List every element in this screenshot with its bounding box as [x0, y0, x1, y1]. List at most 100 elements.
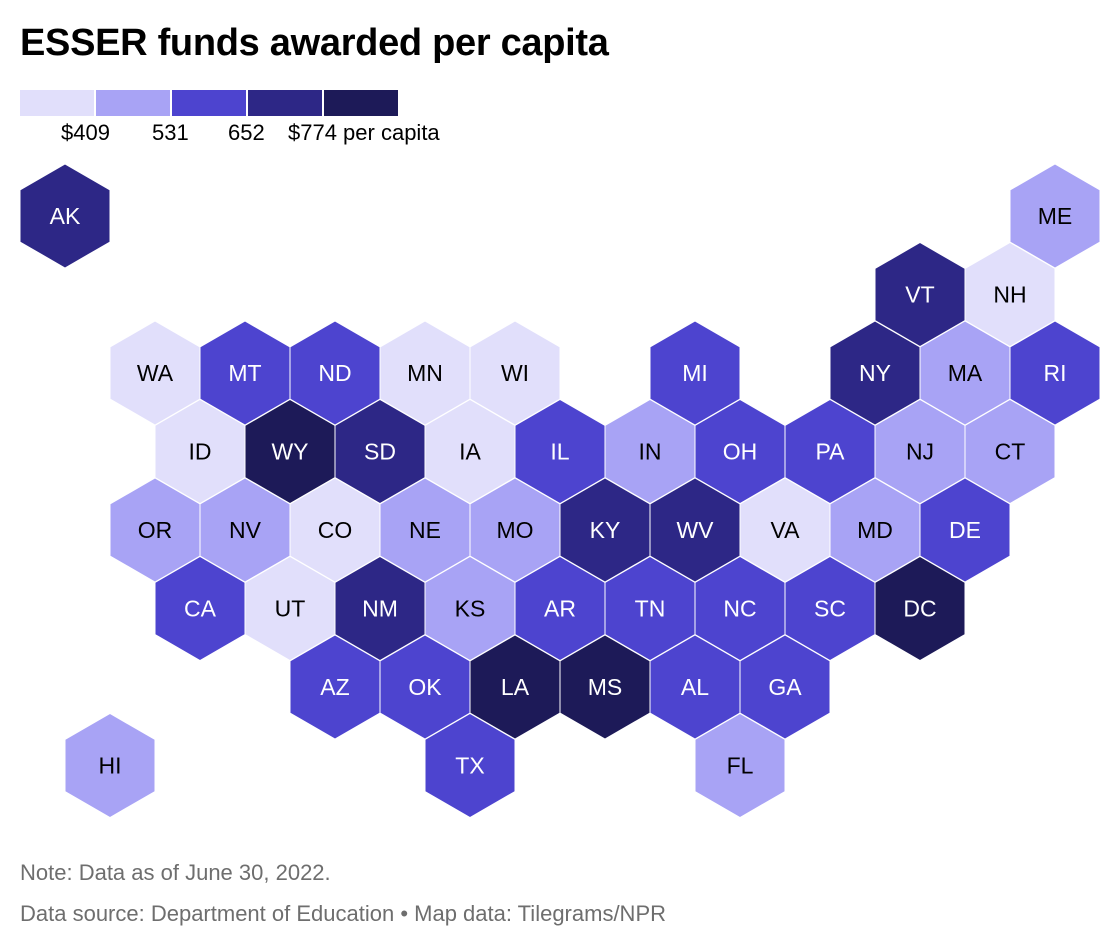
data-source: Data source: Department of Education • M…	[20, 901, 667, 926]
state-label: WA	[137, 360, 174, 386]
state-hex-vt[interactable]: VT	[874, 241, 966, 348]
chart-title: ESSER funds awarded per capita	[20, 22, 609, 64]
state-hex-nj[interactable]: NJ	[874, 398, 966, 505]
state-label: NE	[409, 517, 441, 543]
legend-swatch-3	[172, 90, 246, 116]
state-hex-dc[interactable]: DC	[874, 555, 966, 662]
state-label: UT	[275, 596, 306, 622]
state-hex-sc[interactable]: SC	[784, 555, 876, 662]
state-hex-shape[interactable]	[424, 712, 516, 819]
state-label: MS	[588, 674, 623, 700]
state-label: WY	[271, 439, 308, 465]
state-label: MA	[948, 360, 983, 386]
state-hex-fl[interactable]: FL	[694, 712, 786, 819]
state-hex-ok[interactable]: OK	[379, 634, 471, 740]
state-hex-shape[interactable]	[19, 163, 111, 269]
state-hex-ky[interactable]: KY	[559, 477, 651, 583]
state-label: MD	[857, 517, 893, 543]
state-label: IN	[639, 439, 662, 465]
state-hex-la[interactable]: LA	[469, 634, 561, 740]
legend-swatch-2	[96, 90, 170, 116]
legend-tick-2: 531	[152, 120, 189, 145]
state-label: NM	[362, 596, 398, 622]
state-hex-wy[interactable]: WY	[244, 398, 336, 505]
state-label: DE	[949, 517, 981, 543]
state-label: TX	[455, 753, 484, 779]
state-hex-nh[interactable]: NH	[964, 241, 1056, 348]
state-label: HI	[99, 753, 122, 779]
state-label: GA	[768, 674, 802, 700]
state-label: OK	[408, 674, 442, 700]
state-label: WI	[501, 360, 529, 386]
state-label: PA	[816, 439, 846, 465]
state-hex-shape[interactable]	[64, 712, 156, 819]
state-label: NV	[229, 517, 262, 543]
state-hex-ny[interactable]: NY	[829, 320, 921, 426]
state-label: SC	[814, 596, 846, 622]
state-label: AR	[544, 596, 576, 622]
state-label: ID	[189, 439, 212, 465]
state-hex-ks[interactable]: KS	[424, 555, 516, 662]
state-label: WV	[676, 517, 714, 543]
state-hex-ne[interactable]: NE	[379, 477, 471, 583]
state-hex-ar[interactable]: AR	[514, 555, 606, 662]
state-label: AL	[681, 674, 709, 700]
state-hex-de[interactable]: DE	[919, 477, 1011, 583]
state-hex-ri[interactable]: RI	[1009, 320, 1101, 426]
state-hex-shape[interactable]	[874, 555, 966, 662]
state-label: OH	[723, 439, 758, 465]
state-hex-ca[interactable]: CA	[154, 555, 246, 662]
state-hex-tx[interactable]: TX	[424, 712, 516, 819]
legend-swatch-1	[20, 90, 94, 116]
state-hex-md[interactable]: MD	[829, 477, 921, 583]
state-hex-ma[interactable]: MA	[919, 320, 1011, 426]
legend-tick-4: $774 per capita	[288, 120, 440, 145]
state-hex-mi[interactable]: MI	[649, 320, 741, 426]
state-label: VT	[905, 282, 934, 308]
state-hex-ms[interactable]: MS	[559, 634, 651, 740]
state-label: IA	[459, 439, 481, 465]
state-hex-al[interactable]: AL	[649, 634, 741, 740]
state-label: FL	[727, 753, 754, 779]
state-label: RI	[1044, 360, 1067, 386]
state-label: AK	[50, 203, 81, 229]
state-label: KY	[590, 517, 621, 543]
color-legend: $409 531 652 $774 per capita	[20, 90, 440, 150]
state-label: ME	[1038, 203, 1073, 229]
legend-swatch-4	[248, 90, 322, 116]
state-label: MN	[407, 360, 443, 386]
state-label: NJ	[906, 439, 934, 465]
state-label: AZ	[320, 674, 349, 700]
legend-tick-1: $409	[61, 120, 110, 145]
state-hex-co[interactable]: CO	[289, 477, 381, 583]
state-label: CO	[318, 517, 353, 543]
state-label: MT	[228, 360, 261, 386]
state-hex-hi[interactable]: HI	[64, 712, 156, 819]
state-label: CA	[184, 596, 217, 622]
state-label: VA	[771, 517, 801, 543]
state-hex-id[interactable]: ID	[154, 398, 246, 505]
state-label: NC	[723, 596, 756, 622]
state-label: TN	[635, 596, 666, 622]
state-label: CT	[995, 439, 1026, 465]
state-label: KS	[455, 596, 486, 622]
state-hex-mn[interactable]: MN	[379, 320, 471, 426]
state-hex-mt[interactable]: MT	[199, 320, 291, 426]
state-label: ND	[318, 360, 351, 386]
state-label: NH	[993, 282, 1026, 308]
state-label: MO	[496, 517, 533, 543]
state-hex-me[interactable]: ME	[1009, 163, 1101, 269]
state-hex-wa[interactable]: WA	[109, 320, 201, 426]
state-hex-oh[interactable]: OH	[694, 398, 786, 505]
legend-swatch-5	[324, 90, 398, 116]
state-label: MI	[682, 360, 708, 386]
legend-tick-3: 652	[228, 120, 265, 145]
footnote: Note: Data as of June 30, 2022.	[20, 860, 331, 885]
state-hex-shape[interactable]	[694, 712, 786, 819]
state-label: OR	[138, 517, 173, 543]
state-hex-ak[interactable]: AK	[19, 163, 111, 269]
state-label: NY	[859, 360, 891, 386]
state-hex-pa[interactable]: PA	[784, 398, 876, 505]
state-hex-sd[interactable]: SD	[334, 398, 426, 505]
